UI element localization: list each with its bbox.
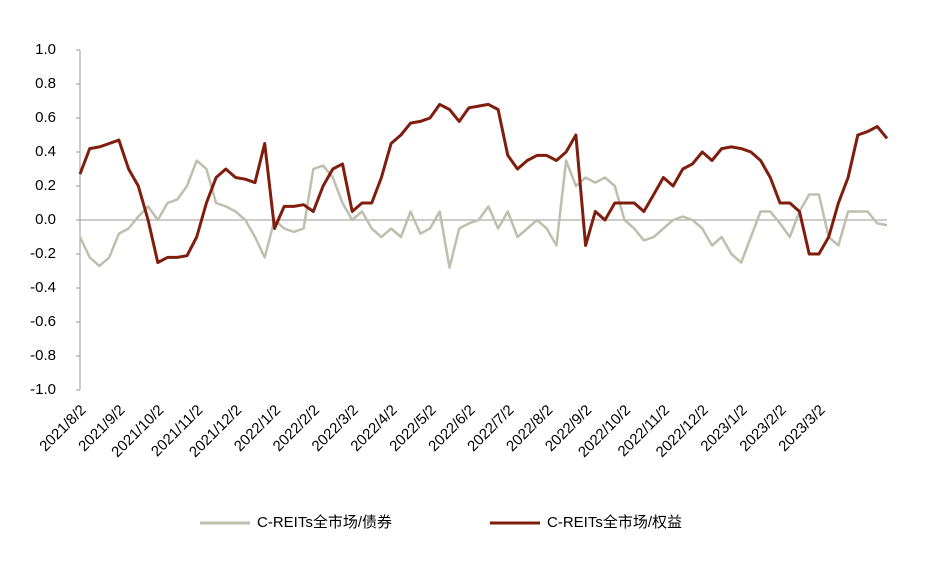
y-tick-label: -0.6 [30,313,56,330]
y-tick-label: 0.4 [35,143,56,160]
y-tick-label: 1.0 [35,41,56,58]
y-tick-label: -1.0 [30,381,56,398]
series-line [78,159,888,269]
legend-label: C-REITs全市场/权益 [547,513,682,531]
y-tick-label: 0.6 [35,109,56,126]
y-tick-label: -0.8 [30,347,56,364]
y-tick-label: -0.4 [30,279,56,296]
series-line [78,102,889,264]
y-tick-label: 0.8 [35,75,56,92]
y-tick-label: 0.0 [35,211,56,228]
legend-label: C-REITs全市场/债券 [257,513,392,531]
y-tick-label: -0.2 [30,245,56,262]
y-tick-label: 0.2 [35,177,56,194]
